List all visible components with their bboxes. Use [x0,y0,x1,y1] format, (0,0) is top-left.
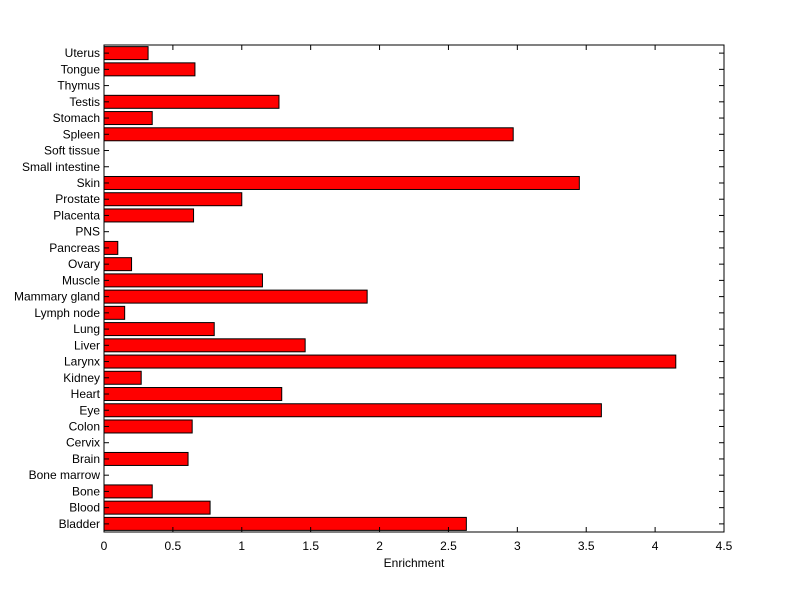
bar-spleen [103,127,514,142]
y-tick-label: Ovary [68,257,100,271]
y-tick-label: Lung [73,322,100,336]
x-tick-label: 0 [101,539,108,553]
plot-frame [103,44,725,533]
y-tick-label: Testis [69,95,100,109]
bar-uterus [103,46,149,61]
y-tick-label: Larynx [64,355,100,369]
x-tick-label: 2 [376,539,383,553]
bar-bladder [103,516,467,531]
x-tick-label: 1 [238,539,245,553]
y-tick-label: Thymus [57,79,100,93]
bar-mammary-gland [103,289,368,304]
bar-lung [103,322,215,337]
x-tick-label: 4 [652,539,659,553]
y-tick-label: Heart [71,387,101,401]
x-ticks-group: 0 0.5 1 1.5 2 2.5 3 3.5 4 4.5 [101,45,733,553]
y-tick-label: Spleen [63,127,100,141]
y-tick-label: Bladder [59,517,100,531]
y-tick-label: Mammary gland [14,290,100,304]
y-tick-label: Stomach [53,111,100,125]
y-ticks-group: Uterus Tongue Thymus Testis Stomach Spleen Sof… [14,46,724,531]
y-tick-label: Placenta [53,208,100,222]
y-tick-label: Small intestine [22,160,100,174]
y-tick-label: Blood [69,501,100,515]
bar-kidney [103,370,142,385]
bar-heart [103,387,283,402]
bar-testis [103,94,280,109]
y-tick-label: Tongue [61,62,101,76]
y-tick-label: Colon [69,419,100,433]
bar-stomach [103,111,153,126]
y-tick-label: Prostate [55,192,100,206]
y-tick-label: Skin [77,176,100,190]
bar-liver [103,338,306,353]
y-tick-label: Bone marrow [29,468,101,482]
x-tick-label: 3 [514,539,521,553]
y-tick-label: Eye [79,403,100,417]
y-tick-label: Bone [72,484,100,498]
y-tick-label: Soft tissue [44,144,100,158]
bar-placenta [103,208,195,223]
bar-muscle [103,273,263,288]
bar-skin [103,175,580,190]
x-tick-label: 3.5 [578,539,595,553]
bar-bone [103,484,153,499]
bar-tongue [103,62,196,77]
y-tick-label: Kidney [63,371,100,385]
y-tick-label: Cervix [66,436,100,450]
plot-background [104,45,724,532]
bar-colon [103,419,193,434]
x-tick-label: 2.5 [440,539,457,553]
y-tick-label: Lymph node [34,306,100,320]
y-tick-label: Pancreas [49,241,100,255]
x-axis-label: Enrichment [384,556,445,570]
y-tick-label: Muscle [62,273,100,287]
bar-eye [103,403,602,418]
y-tick-label: Brain [72,452,100,466]
x-tick-label: 4.5 [716,539,733,553]
y-tick-label: Liver [74,338,100,352]
x-tick-label: 0.5 [165,539,182,553]
bar-larynx [103,354,677,369]
bar-blood [103,500,211,515]
y-tick-label: Uterus [65,46,100,60]
x-tick-label: 1.5 [302,539,319,553]
y-tick-label: PNS [75,225,100,239]
bar-brain [103,451,189,466]
bar-prostate [103,192,243,207]
